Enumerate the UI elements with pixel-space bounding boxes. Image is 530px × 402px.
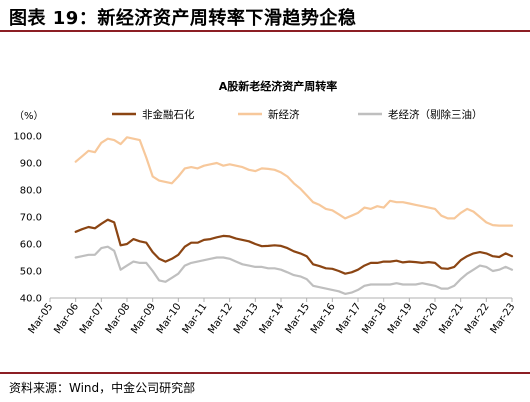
x-axis: Mar-05Mar-06Mar-07Mar-08Mar-09Mar-10Mar-… xyxy=(27,297,518,336)
x-tick-label: Mar-10 xyxy=(155,301,184,336)
y-tick-label: 40.0 xyxy=(20,294,42,305)
series-line xyxy=(74,136,514,227)
x-tick-label: Mar-18 xyxy=(360,301,389,336)
chart-legend: 非金融石化 新经济 老经济（剔除三油） xyxy=(112,108,483,121)
chart-title: A股新老经济资产周转率 xyxy=(219,79,338,93)
y-tick-label: 50.0 xyxy=(20,267,42,278)
series-line xyxy=(74,245,514,295)
x-tick-label: Mar-06 xyxy=(52,301,81,336)
x-tick-label: Mar-07 xyxy=(78,301,107,336)
x-tick-label: Mar-09 xyxy=(129,301,158,336)
title-rule xyxy=(0,30,530,32)
y-unit-label: （%） xyxy=(14,110,44,122)
legend-label: 新经济 xyxy=(268,108,300,121)
x-tick-label: Mar-21 xyxy=(437,301,466,336)
series-line xyxy=(74,218,514,275)
y-tick-label: 70.0 xyxy=(20,213,42,224)
series-lines xyxy=(74,136,514,295)
x-tick-label: Mar-23 xyxy=(489,301,518,336)
y-axis: 40.0 50.0 60.0 70.0 80.0 90.0 100.0 xyxy=(13,132,42,305)
y-tick-label: 90.0 xyxy=(20,159,42,170)
x-tick-label: Mar-11 xyxy=(181,301,210,336)
x-tick-label: Mar-16 xyxy=(309,301,338,336)
x-tick-label: Mar-13 xyxy=(232,301,261,336)
x-tick-label: Mar-22 xyxy=(463,301,492,336)
x-tick-label: Mar-19 xyxy=(386,301,415,336)
source-note: 资料来源：Wind，中金公司研究部 xyxy=(9,381,196,395)
legend-label: 非金融石化 xyxy=(142,108,195,121)
x-tick-label: Mar-15 xyxy=(283,301,312,336)
x-tick-label: Mar-17 xyxy=(335,301,364,336)
y-tick-label: 60.0 xyxy=(20,240,42,251)
x-tick-label: Mar-05 xyxy=(27,301,56,336)
x-tick-label: Mar-20 xyxy=(412,301,441,336)
x-tick-label: Mar-08 xyxy=(104,301,133,336)
x-tick-label: Mar-12 xyxy=(206,301,235,336)
turnover-line-chart: A股新老经济资产周转率 （%） 非金融石化 新经济 老经济（剔除三油） 40.0 50… xyxy=(13,79,518,336)
x-tick-label: Mar-14 xyxy=(258,301,287,336)
legend-label: 老经济（剔除三油） xyxy=(388,108,483,121)
y-tick-label: 80.0 xyxy=(20,186,42,197)
page-title: 图表 19：新经济资产周转率下滑趋势企稳 xyxy=(9,8,357,29)
source-rule xyxy=(0,372,530,374)
y-tick-label: 100.0 xyxy=(13,132,42,143)
